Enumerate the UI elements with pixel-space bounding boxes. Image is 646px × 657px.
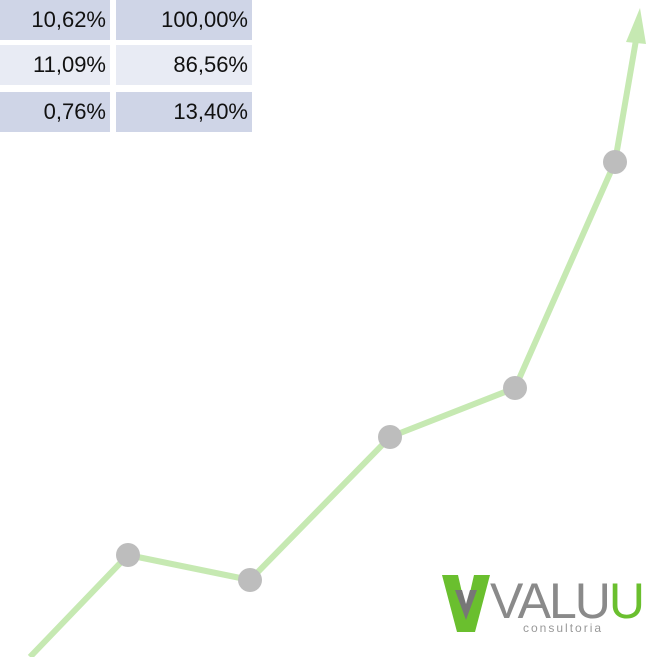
table-cell: 13,40% xyxy=(116,92,252,132)
table-cell: 11,09% xyxy=(0,45,110,85)
logo: VALUUP consultoria xyxy=(442,573,646,635)
trend-arrow xyxy=(626,8,646,44)
point xyxy=(378,425,402,449)
point xyxy=(116,543,140,567)
logo-tagline: consultoria xyxy=(523,621,603,635)
logo-mark xyxy=(442,575,490,632)
page: VALUUP consultoria 10,62% 100,00% 11,09%… xyxy=(0,0,646,657)
point xyxy=(238,568,262,592)
table-cell: 10,62% xyxy=(0,0,110,40)
table-cell: 86,56% xyxy=(116,45,252,85)
table-cell: 0,76% xyxy=(0,92,110,132)
point xyxy=(503,376,527,400)
logo-name-green: UP xyxy=(609,573,646,629)
point xyxy=(603,150,627,174)
trend-points xyxy=(116,150,627,592)
table-cell: 100,00% xyxy=(116,0,252,40)
